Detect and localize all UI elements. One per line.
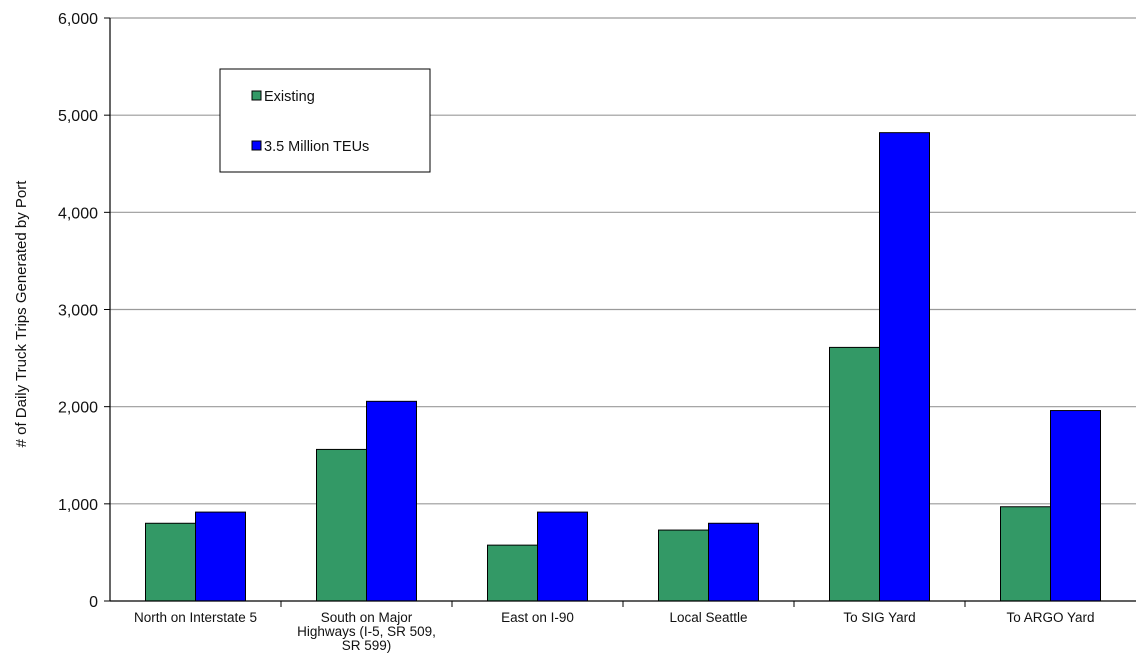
bar-projected [537,511,588,602]
legend-box [219,68,431,173]
y-axis-label: # of Daily Truck Trips Generated by Port [13,180,30,448]
bar-existing [829,346,880,602]
x-category-label: To SIG Yard [843,610,915,625]
axes [104,17,1136,607]
y-tick-label: 1,000 [58,497,98,514]
x-category-label: South on Major Highways (I-5, SR 509, SR 5… [297,610,436,653]
bar-projected [195,511,246,602]
x-category-label: North on Interstate 5 [134,610,257,625]
bar-projected [1050,410,1101,602]
legend: Existing 3.5 Million TEUs [219,68,431,173]
bar-existing [316,448,367,602]
bar-existing [658,529,709,602]
x-category-label-line: Local Seattle [669,610,747,625]
bars [145,132,1101,602]
x-category-label-line: East on I-90 [501,610,574,625]
y-tick-label: 0 [89,594,98,611]
x-category-label-line: South on Major [321,610,413,625]
y-tick-label: 4,000 [58,205,98,222]
x-category-label-line: SR 599) [342,638,392,653]
legend-swatch [251,140,262,151]
bar-existing [487,544,538,602]
legend-swatch [251,90,262,101]
x-category-label-line: To ARGO Yard [1006,610,1094,625]
x-category-label: East on I-90 [501,610,574,625]
x-category-label: To ARGO Yard [1006,610,1094,625]
bar-existing [1000,506,1051,602]
x-category-label-line: Highways (I-5, SR 509, [297,624,436,639]
y-tick-label: 2,000 [58,400,98,417]
x-category-labels: North on Interstate 5 South on Major Highw… [134,610,1095,653]
bar-existing [145,522,196,602]
y-tick-label: 6,000 [58,11,98,28]
x-category-label-line: North on Interstate 5 [134,610,257,625]
x-category-label-line: To SIG Yard [843,610,915,625]
bar-projected [879,132,930,602]
y-tick-labels: 0 1,000 2,000 3,000 4,000 5,000 6,000 [58,11,98,611]
legend-label: 3.5 Million TEUs [264,139,369,155]
bar-projected [366,400,417,602]
y-tick-label: 5,000 [58,108,98,125]
bar-projected [708,522,759,602]
legend-label: Existing [264,89,315,105]
y-tick-label: 3,000 [58,303,98,320]
x-category-label: Local Seattle [669,610,747,625]
